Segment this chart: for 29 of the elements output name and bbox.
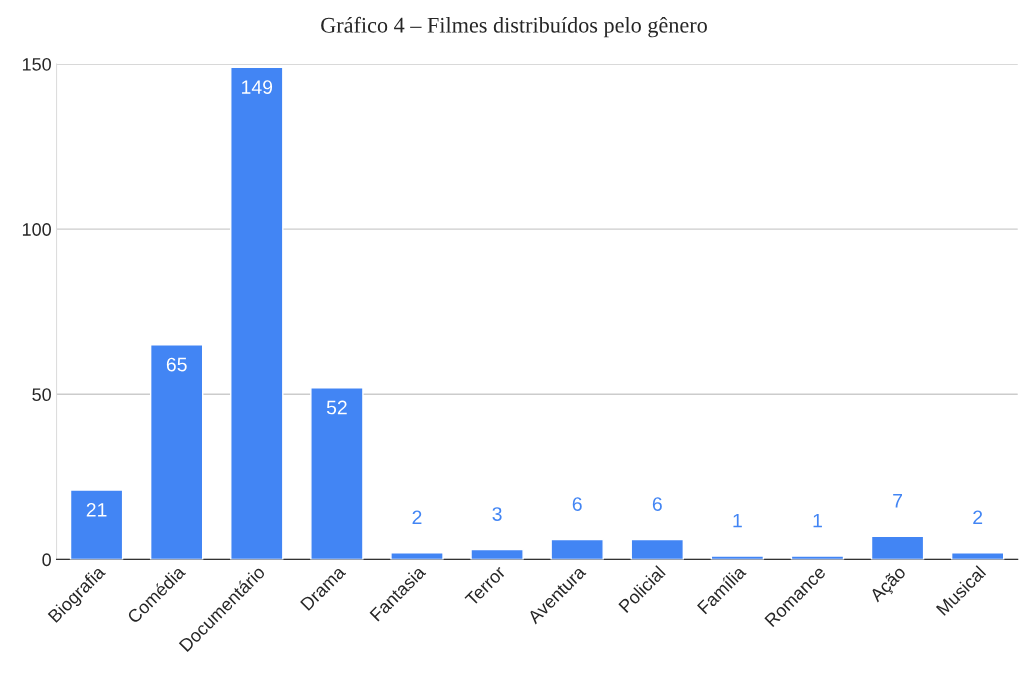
bar xyxy=(69,489,124,560)
chart-title: Gráfico 4 – Filmes distribuídos pelo gênero xyxy=(321,16,707,38)
y-tick-label: 150 xyxy=(22,57,51,71)
bar xyxy=(630,538,685,560)
bar xyxy=(790,555,845,560)
bar xyxy=(950,552,1005,560)
data-label: 6 xyxy=(652,497,662,511)
data-label: 1 xyxy=(733,513,742,528)
bar xyxy=(310,386,364,560)
y-tick-label: 50 xyxy=(32,388,51,402)
y-tick-label: 100 xyxy=(22,223,51,236)
data-label: 2 xyxy=(973,510,983,525)
data-label: 1 xyxy=(813,513,822,528)
data-label: 21 xyxy=(86,502,107,517)
data-label: 149 xyxy=(242,80,273,94)
bar xyxy=(710,555,765,560)
data-label: 2 xyxy=(412,510,422,525)
data-label: 6 xyxy=(572,497,582,511)
data-label: 52 xyxy=(326,400,347,415)
data-label: 3 xyxy=(492,507,502,521)
bar xyxy=(230,66,284,560)
data-label: 7 xyxy=(893,494,902,508)
bar xyxy=(870,535,925,560)
bar xyxy=(550,538,604,560)
bar xyxy=(470,548,524,560)
y-tick-label: 0 xyxy=(42,553,51,567)
data-label: 65 xyxy=(166,357,187,372)
bar xyxy=(149,344,204,560)
bar xyxy=(390,552,444,560)
